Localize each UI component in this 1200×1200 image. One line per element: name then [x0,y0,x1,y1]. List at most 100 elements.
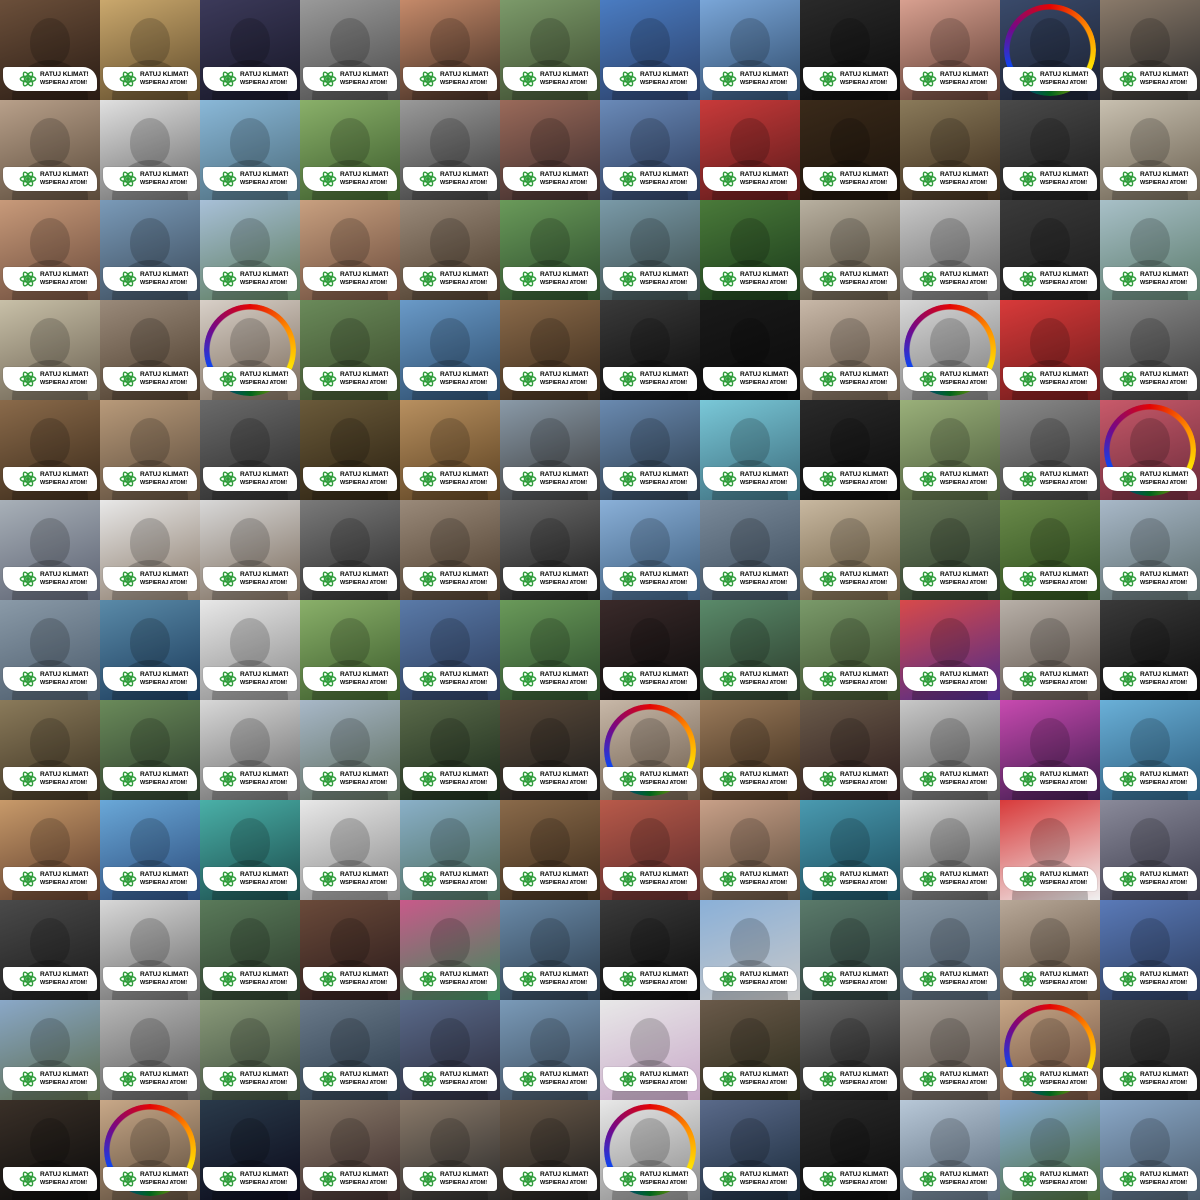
badge-slogan-2: WSPIERAJ ATOM! [940,1180,987,1186]
campaign-badge: RATUJ KLIMAT! WSPIERAJ ATOM! [103,867,197,891]
badge-slogan-2: WSPIERAJ ATOM! [140,1080,187,1086]
campaign-badge: RATUJ KLIMAT! WSPIERAJ ATOM! [203,667,297,691]
badge-text: RATUJ KLIMAT! WSPIERAJ ATOM! [840,1171,889,1187]
badge-slogan-1: RATUJ KLIMAT! [640,671,689,678]
avatar-tile: RATUJ KLIMAT! WSPIERAJ ATOM! [400,500,500,600]
badge-text: RATUJ KLIMAT! WSPIERAJ ATOM! [40,371,89,387]
badge-slogan-2: WSPIERAJ ATOM! [940,880,987,886]
atom-icon [19,871,37,887]
badge-slogan-1: RATUJ KLIMAT! [1040,1171,1089,1178]
avatar-tile: RATUJ KLIMAT! WSPIERAJ ATOM! [800,500,900,600]
atom-icon [919,771,937,787]
badge-slogan-2: WSPIERAJ ATOM! [1040,880,1087,886]
badge-slogan-1: RATUJ KLIMAT! [940,771,989,778]
campaign-badge: RATUJ KLIMAT! WSPIERAJ ATOM! [503,67,597,91]
avatar-tile: RATUJ KLIMAT! WSPIERAJ ATOM! [0,700,100,800]
badge-slogan-2: WSPIERAJ ATOM! [540,80,587,86]
atom-icon [19,1171,37,1187]
badge-text: RATUJ KLIMAT! WSPIERAJ ATOM! [240,871,289,887]
avatar-tile: RATUJ KLIMAT! WSPIERAJ ATOM! [200,1000,300,1100]
atom-icon [519,271,537,287]
badge-slogan-1: RATUJ KLIMAT! [240,671,289,678]
campaign-badge: RATUJ KLIMAT! WSPIERAJ ATOM! [903,967,997,991]
avatar-silhouette-head [330,418,370,466]
badge-text: RATUJ KLIMAT! WSPIERAJ ATOM! [240,971,289,987]
avatar-tile: RATUJ KLIMAT! WSPIERAJ ATOM! [700,500,800,600]
badge-slogan-2: WSPIERAJ ATOM! [940,380,987,386]
campaign-badge: RATUJ KLIMAT! WSPIERAJ ATOM! [1003,567,1097,591]
campaign-badge: RATUJ KLIMAT! WSPIERAJ ATOM! [703,67,797,91]
campaign-badge: RATUJ KLIMAT! WSPIERAJ ATOM! [503,1167,597,1191]
avatar-silhouette-head [230,1118,270,1166]
avatar-silhouette-head [1030,18,1070,66]
campaign-badge: RATUJ KLIMAT! WSPIERAJ ATOM! [903,567,997,591]
badge-slogan-2: WSPIERAJ ATOM! [140,580,187,586]
avatar-tile: RATUJ KLIMAT! WSPIERAJ ATOM! [100,300,200,400]
badge-slogan-1: RATUJ KLIMAT! [640,1171,689,1178]
avatar-tile: RATUJ KLIMAT! WSPIERAJ ATOM! [0,400,100,500]
campaign-badge: RATUJ KLIMAT! WSPIERAJ ATOM! [503,267,597,291]
badge-slogan-1: RATUJ KLIMAT! [240,1071,289,1078]
badge-slogan-1: RATUJ KLIMAT! [1040,371,1089,378]
campaign-badge: RATUJ KLIMAT! WSPIERAJ ATOM! [1003,767,1097,791]
atom-icon [819,571,837,587]
badge-text: RATUJ KLIMAT! WSPIERAJ ATOM! [40,671,89,687]
avatar-tile: RATUJ KLIMAT! WSPIERAJ ATOM! [0,300,100,400]
campaign-badge: RATUJ KLIMAT! WSPIERAJ ATOM! [1103,567,1197,591]
badge-slogan-2: WSPIERAJ ATOM! [740,1180,787,1186]
avatar-silhouette-head [730,718,770,766]
campaign-badge: RATUJ KLIMAT! WSPIERAJ ATOM! [1103,667,1197,691]
campaign-badge: RATUJ KLIMAT! WSPIERAJ ATOM! [1003,667,1097,691]
badge-slogan-1: RATUJ KLIMAT! [540,771,589,778]
avatar-silhouette-head [330,118,370,166]
avatar-tile: RATUJ KLIMAT! WSPIERAJ ATOM! [1100,800,1200,900]
badge-slogan-1: RATUJ KLIMAT! [1040,871,1089,878]
badge-slogan-2: WSPIERAJ ATOM! [1140,480,1187,486]
avatar-tile: RATUJ KLIMAT! WSPIERAJ ATOM! [300,800,400,900]
campaign-badge: RATUJ KLIMAT! WSPIERAJ ATOM! [1003,867,1097,891]
campaign-badge: RATUJ KLIMAT! WSPIERAJ ATOM! [903,367,997,391]
badge-slogan-2: WSPIERAJ ATOM! [140,880,187,886]
badge-slogan-2: WSPIERAJ ATOM! [240,80,287,86]
avatar-tile: RATUJ KLIMAT! WSPIERAJ ATOM! [600,200,700,300]
avatar-tile: RATUJ KLIMAT! WSPIERAJ ATOM! [300,1000,400,1100]
atom-icon [1019,871,1037,887]
campaign-badge: RATUJ KLIMAT! WSPIERAJ ATOM! [103,267,197,291]
avatar-tile: RATUJ KLIMAT! WSPIERAJ ATOM! [600,300,700,400]
atom-icon [619,771,637,787]
campaign-badge: RATUJ KLIMAT! WSPIERAJ ATOM! [1103,167,1197,191]
avatar-tile: RATUJ KLIMAT! WSPIERAJ ATOM! [400,0,500,100]
badge-slogan-1: RATUJ KLIMAT! [440,871,489,878]
campaign-badge: RATUJ KLIMAT! WSPIERAJ ATOM! [203,1067,297,1091]
avatar-silhouette-head [1030,318,1070,366]
avatar-tile: RATUJ KLIMAT! WSPIERAJ ATOM! [200,100,300,200]
atom-icon [719,271,737,287]
badge-slogan-1: RATUJ KLIMAT! [1040,171,1089,178]
badge-text: RATUJ KLIMAT! WSPIERAJ ATOM! [540,171,589,187]
badge-text: RATUJ KLIMAT! WSPIERAJ ATOM! [240,671,289,687]
campaign-badge: RATUJ KLIMAT! WSPIERAJ ATOM! [603,667,697,691]
atom-icon [219,571,237,587]
avatar-tile: RATUJ KLIMAT! WSPIERAJ ATOM! [800,1100,900,1200]
badge-slogan-1: RATUJ KLIMAT! [40,571,89,578]
avatar-silhouette-head [1130,618,1170,666]
avatar-tile: RATUJ KLIMAT! WSPIERAJ ATOM! [700,100,800,200]
badge-text: RATUJ KLIMAT! WSPIERAJ ATOM! [1140,371,1189,387]
campaign-badge: RATUJ KLIMAT! WSPIERAJ ATOM! [203,967,297,991]
badge-text: RATUJ KLIMAT! WSPIERAJ ATOM! [40,771,89,787]
badge-slogan-1: RATUJ KLIMAT! [940,271,989,278]
atom-icon [519,471,537,487]
badge-slogan-2: WSPIERAJ ATOM! [240,980,287,986]
badge-text: RATUJ KLIMAT! WSPIERAJ ATOM! [840,571,889,587]
avatar-silhouette-head [330,218,370,266]
badge-slogan-1: RATUJ KLIMAT! [140,971,189,978]
campaign-badge: RATUJ KLIMAT! WSPIERAJ ATOM! [1003,267,1097,291]
badge-text: RATUJ KLIMAT! WSPIERAJ ATOM! [540,871,589,887]
avatar-tile: RATUJ KLIMAT! WSPIERAJ ATOM! [0,900,100,1000]
avatar-tile: RATUJ KLIMAT! WSPIERAJ ATOM! [700,400,800,500]
avatar-silhouette-head [630,718,670,766]
avatar-tile: RATUJ KLIMAT! WSPIERAJ ATOM! [400,300,500,400]
campaign-badge: RATUJ KLIMAT! WSPIERAJ ATOM! [803,367,897,391]
badge-text: RATUJ KLIMAT! WSPIERAJ ATOM! [740,71,789,87]
avatar-tile: RATUJ KLIMAT! WSPIERAJ ATOM! [1100,100,1200,200]
